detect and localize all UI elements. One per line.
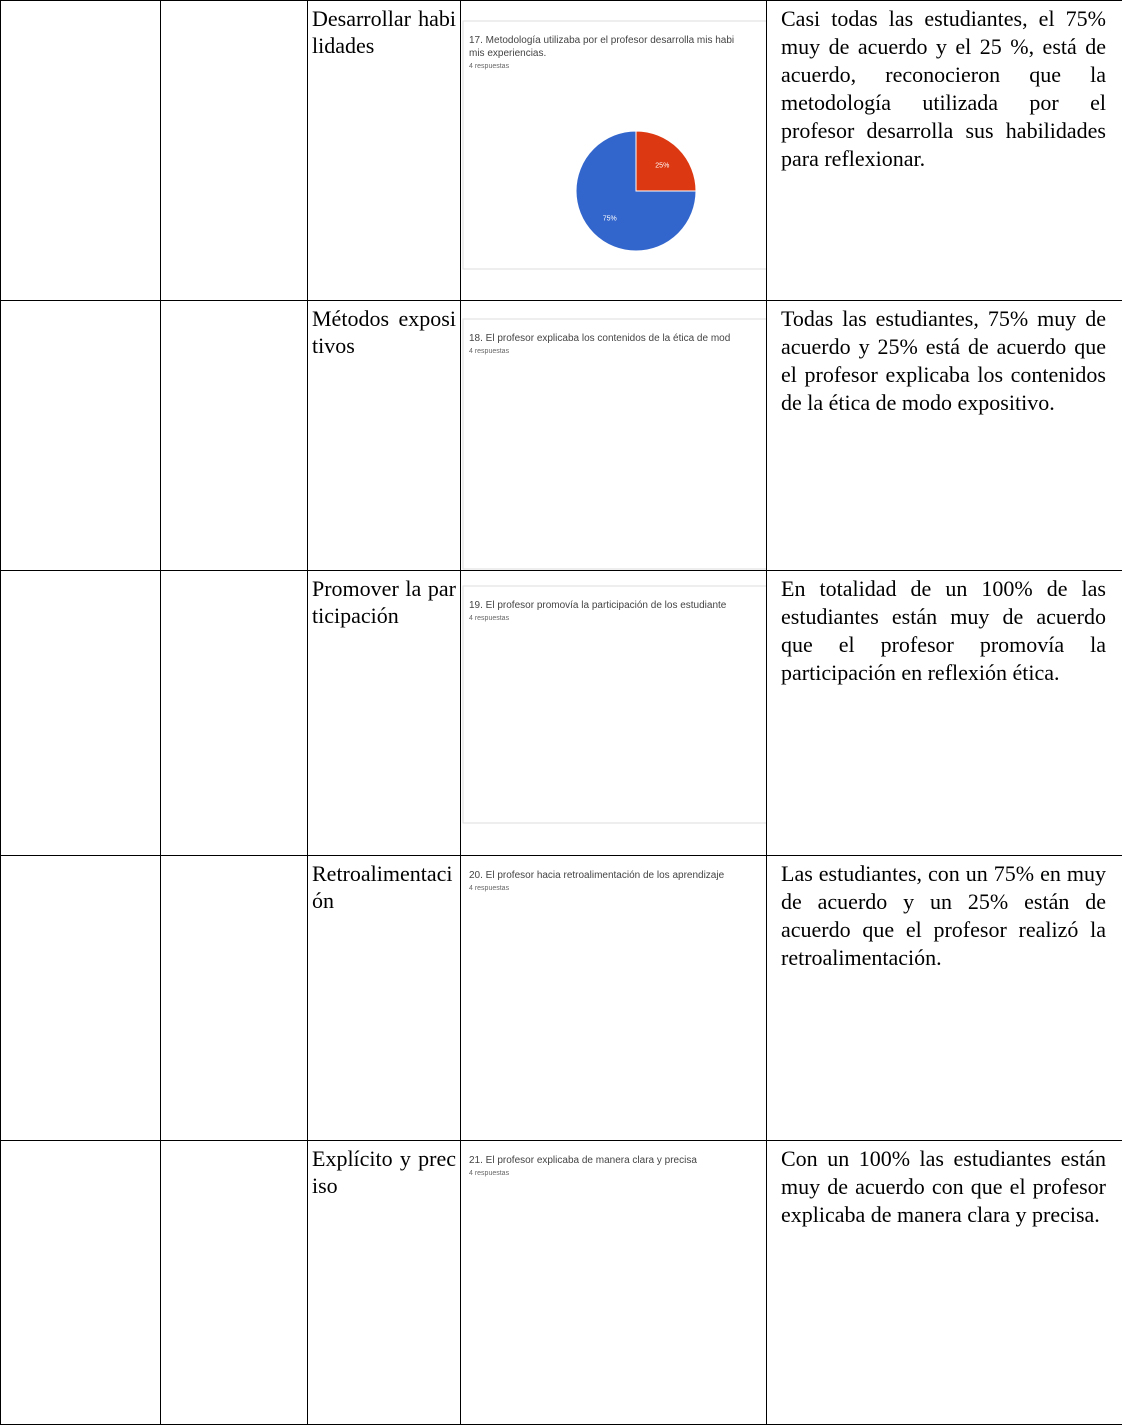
criterion-cell: Desarrollar habilidades bbox=[308, 1, 461, 301]
criterion: Desarrollar habilidades bbox=[308, 1, 460, 59]
slice-label: 75% bbox=[603, 215, 617, 222]
chart-cell: 20. El profesor hacia retroalimentación … bbox=[461, 856, 767, 1141]
chart-card bbox=[463, 319, 766, 569]
description-cell: Con un 100% las estudiantes están muy de… bbox=[767, 1141, 1122, 1425]
chart-responses: 4 respuestas bbox=[469, 63, 510, 70]
empty-cell bbox=[161, 571, 308, 856]
empty-cell bbox=[1, 1, 161, 301]
chart-image: 21. El profesor explicaba de manera clar… bbox=[461, 1141, 766, 1424]
chart-image: 20. El profesor hacia retroalimentación … bbox=[461, 856, 766, 1140]
table-row: Retroalimentación 20. El profesor hacia r… bbox=[1, 856, 1122, 1141]
chart-cell: 18. El profesor explicaba los contenidos… bbox=[461, 301, 767, 571]
table-row: Promover la participación 19. El profesor… bbox=[1, 571, 1122, 856]
table-row: Desarrollar habilidades 17. Metodología u… bbox=[1, 1, 1122, 301]
description-cell: Todas las estudiantes, 75% muy de acuerd… bbox=[767, 301, 1122, 571]
chart-title: 21. El profesor explicaba de manera clar… bbox=[469, 1155, 697, 1166]
chart-image: 18. El profesor explicaba los contenidos… bbox=[461, 301, 766, 570]
table-row: Métodos expositivos 18. El profesor expli… bbox=[1, 301, 1122, 571]
chart-title: 17. Metodología utilizaba por el profeso… bbox=[469, 35, 734, 46]
chart-title: 18. El profesor explicaba los contenidos… bbox=[469, 333, 730, 344]
empty-cell bbox=[161, 301, 308, 571]
chart-cell: 19. El profesor promovía la participació… bbox=[461, 571, 767, 856]
criterion: Retroalimentación bbox=[308, 856, 460, 914]
chart-responses: 4 respuestas bbox=[469, 1170, 510, 1177]
criterion-cell: Explícito y preciso bbox=[308, 1141, 461, 1425]
description-cell: En totalidad de un 100% de las estudiant… bbox=[767, 571, 1122, 856]
description: Casi todas las estudiantes, el 75% muy d… bbox=[767, 1, 1122, 173]
description-cell: Casi todas las estudiantes, el 75% muy d… bbox=[767, 1, 1122, 301]
criterion: Explícito y preciso bbox=[308, 1141, 460, 1199]
empty-cell bbox=[1, 856, 161, 1141]
slice-label: 25% bbox=[655, 163, 669, 170]
chart-cell: 17. Metodología utilizaba por el profeso… bbox=[461, 1, 767, 301]
empty-cell bbox=[1, 571, 161, 856]
chart-responses: 4 respuestas bbox=[469, 615, 510, 622]
chart-responses: 4 respuestas bbox=[469, 885, 510, 892]
empty-cell bbox=[161, 1141, 308, 1425]
chart-title: 19. El profesor promovía la participació… bbox=[469, 600, 727, 611]
empty-cell bbox=[1, 301, 161, 571]
description: En totalidad de un 100% de las estudiant… bbox=[767, 571, 1122, 687]
criterion: Métodos expositivos bbox=[308, 301, 460, 359]
chart-image: 17. Metodología utilizaba por el profeso… bbox=[461, 1, 766, 300]
table-row: Explícito y preciso 21. El profesor expli… bbox=[1, 1141, 1122, 1425]
chart-cell: 21. El profesor explicaba de manera clar… bbox=[461, 1141, 767, 1425]
chart-responses: 4 respuestas bbox=[469, 348, 510, 355]
criterion-cell: Retroalimentación bbox=[308, 856, 461, 1141]
empty-cell bbox=[1, 1141, 161, 1425]
description: Con un 100% las estudiantes están muy de… bbox=[767, 1141, 1122, 1229]
criterion-cell: Métodos expositivos bbox=[308, 301, 461, 571]
chart-image: 19. El profesor promovía la participació… bbox=[461, 571, 766, 855]
chart-title: 20. El profesor hacia retroalimentación … bbox=[469, 870, 725, 881]
chart-title: mis experiencias. bbox=[469, 48, 546, 59]
criterion: Promover la participación bbox=[308, 571, 460, 629]
description-cell: Las estudiantes, con un 75% en muy de ac… bbox=[767, 856, 1122, 1141]
description: Todas las estudiantes, 75% muy de acuerd… bbox=[767, 301, 1122, 417]
description: Las estudiantes, con un 75% en muy de ac… bbox=[767, 856, 1122, 972]
empty-cell bbox=[161, 1, 308, 301]
criterion-cell: Promover la participación bbox=[308, 571, 461, 856]
empty-cell bbox=[161, 856, 308, 1141]
